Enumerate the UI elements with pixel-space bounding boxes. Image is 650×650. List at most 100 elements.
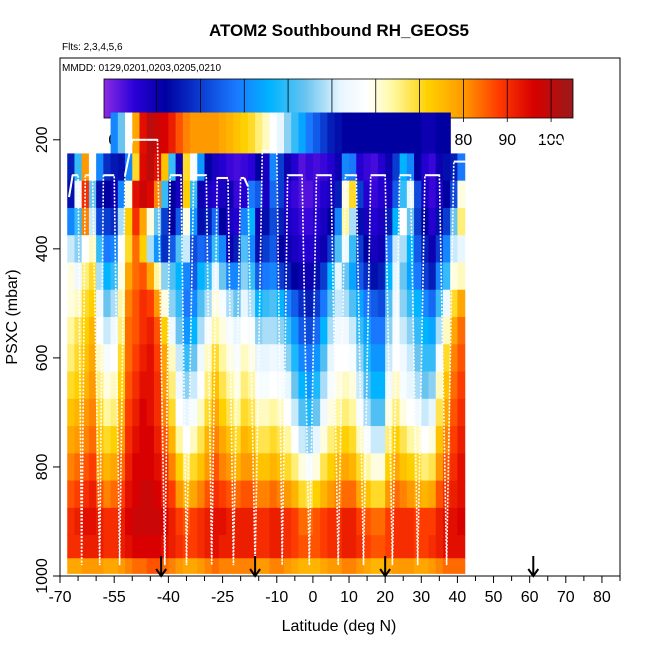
heatmap-cell: [414, 317, 422, 345]
heatmap-cell: [67, 426, 76, 454]
heatmap-cell: [204, 235, 213, 264]
heatmap-cell: [204, 153, 213, 182]
heatmap-cell: [240, 507, 249, 536]
heatmap-cell: [276, 426, 285, 454]
heatmap-cell: [168, 317, 177, 345]
heatmap-cell: [88, 235, 97, 264]
heatmap-cell: [442, 235, 451, 264]
heatmap-cell: [110, 426, 119, 454]
heatmap-cell: [457, 398, 466, 427]
heatmap-cell: [377, 289, 386, 318]
heatmap-cell: [190, 535, 198, 559]
x-tick-label: -25: [211, 589, 234, 606]
heatmap-cell: [334, 317, 343, 345]
heatmap-cell: [334, 398, 343, 427]
heatmap-cell: [81, 507, 90, 536]
heatmap-cell: [320, 426, 328, 454]
heatmap-cell: [435, 112, 444, 155]
heatmap-cell: [450, 317, 459, 345]
heatmap-cell: [67, 235, 76, 264]
heatmap-cell: [298, 426, 307, 454]
heatmap-cell: [414, 558, 422, 574]
heatmap-cell: [377, 453, 386, 482]
heatmap-cell: [385, 262, 393, 291]
heatmap-cell: [269, 371, 278, 400]
heatmap-cell: [161, 558, 169, 574]
heatmap-cell: [269, 480, 278, 509]
heatmap-cell: [233, 180, 242, 209]
heatmap-cell: [74, 480, 83, 509]
heatmap-cell: [204, 535, 213, 559]
heatmap-cell: [255, 112, 263, 155]
heatmap-cell: [269, 453, 278, 482]
heatmap-cell: [399, 507, 408, 536]
heatmap-cell: [269, 317, 278, 345]
heatmap-cell: [385, 558, 393, 574]
heatmap-cell: [363, 344, 372, 373]
heatmap-cell: [240, 398, 249, 427]
heatmap-cell: [132, 558, 141, 574]
heatmap-cell: [428, 398, 437, 427]
heatmap-cell: [81, 453, 90, 482]
heatmap-cell: [392, 207, 401, 236]
flight-track-segment: [561, 139, 569, 198]
heatmap-cell: [211, 207, 220, 236]
heatmap-cell: [247, 235, 256, 264]
heatmap-cell: [139, 235, 148, 264]
heatmap-cell: [153, 480, 162, 509]
heatmap-cell: [406, 371, 415, 400]
heatmap-cell: [450, 344, 459, 373]
heatmap-cell: [161, 180, 169, 209]
heatmap-cell: [88, 426, 97, 454]
heatmap-cell: [255, 235, 263, 264]
heatmap-cell: [341, 112, 350, 155]
heatmap-cell: [240, 535, 249, 559]
x-tick-label: 60: [521, 589, 539, 606]
heatmap-cell: [197, 398, 206, 427]
heatmap-cell: [284, 317, 292, 345]
heatmap-cell: [312, 262, 321, 291]
heatmap-cell: [139, 480, 148, 509]
heatmap-cell: [457, 317, 466, 345]
heatmap-cell: [334, 426, 343, 454]
heatmap-cell: [442, 398, 451, 427]
heatmap-cell: [284, 262, 292, 291]
heatmap-cell: [377, 235, 386, 264]
heatmap-cell: [442, 207, 451, 236]
flight-track: [68, 138, 569, 566]
heatmap-cell: [132, 317, 141, 345]
heatmap-cell: [262, 180, 271, 209]
heatmap-cell: [414, 507, 422, 536]
x-axis: -70 -55 -40 -25 -10 0 10 20 30 40 50 60 70 80: [48, 576, 621, 606]
heatmap-cell: [370, 507, 379, 536]
heatmap-cell: [146, 535, 155, 559]
heatmap-cell: [320, 453, 328, 482]
heatmap-cell: [197, 480, 206, 509]
heatmap-cell: [399, 235, 408, 264]
heatmap-cell: [197, 180, 206, 209]
heatmap-cell: [349, 453, 357, 482]
heatmap-cell: [284, 112, 292, 155]
heatmap-cell: [161, 207, 169, 236]
x-tick-label: -10: [265, 589, 288, 606]
heatmap-cell: [276, 558, 285, 574]
heatmap-cell: [370, 344, 379, 373]
heatmap-cell: [312, 371, 321, 400]
heatmap-cell: [428, 535, 437, 559]
heatmap-cell: [392, 453, 401, 482]
heatmap-cell: [211, 153, 220, 182]
y-tick-label: 200: [34, 126, 51, 153]
heatmap-cell: [363, 207, 372, 236]
heatmap-cell: [74, 535, 83, 559]
heatmap-cell: [262, 371, 271, 400]
heatmap-cell: [146, 317, 155, 345]
heatmap-cell: [392, 398, 401, 427]
heatmap-cell: [110, 371, 119, 400]
heatmap-cell: [341, 371, 350, 400]
heatmap-cell: [312, 112, 321, 155]
heatmap-cell: [117, 398, 126, 427]
heatmap-cell: [320, 153, 328, 182]
heatmap-cell: [392, 507, 401, 536]
heatmap-cell: [117, 480, 126, 509]
heatmap-cell: [356, 507, 365, 536]
